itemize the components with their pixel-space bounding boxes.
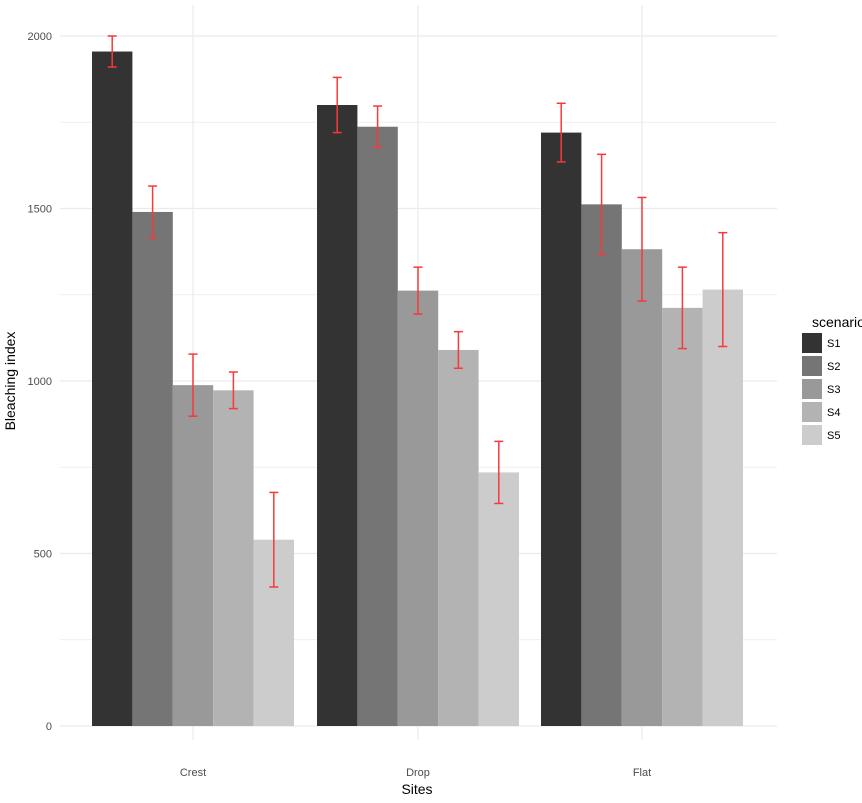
legend-title: scenario	[812, 314, 862, 330]
legend-item-s5: S5	[802, 425, 840, 445]
error-bar-drop-s3	[413, 266, 423, 315]
error-bar-crest-s2	[148, 185, 158, 239]
legend-item-s3: S3	[802, 379, 840, 399]
bars	[92, 51, 743, 727]
legend-item-s2: S2	[802, 356, 840, 376]
legend-label: S3	[827, 384, 840, 396]
bar-flat-s3	[621, 249, 663, 726]
bar-flat-s1	[541, 132, 582, 727]
error-bar-flat-s4	[677, 266, 687, 350]
error-bar-flat-s3	[637, 196, 647, 302]
error-bars	[107, 35, 728, 588]
error-bar-crest-s5	[269, 491, 279, 588]
legend-swatch	[802, 379, 822, 399]
legend-swatch	[802, 333, 822, 353]
bar-drop-s4	[438, 349, 479, 726]
legend-label: S1	[827, 338, 840, 350]
error-bar-crest-s1	[107, 35, 117, 68]
y-axis-title: Bleaching index	[2, 332, 18, 431]
bar-flat-s5	[702, 289, 743, 726]
legend: scenario S1 S2 S3 S4 S5	[802, 314, 862, 445]
bar-drop-s3	[397, 290, 439, 726]
bar-drop-s1	[317, 105, 358, 726]
x-tick-label-drop: Drop	[406, 767, 430, 779]
y-tick-label: 500	[34, 549, 52, 561]
x-tick-label-flat: Flat	[633, 767, 651, 779]
error-bar-drop-s5	[494, 440, 504, 505]
bar-crest-s3	[172, 385, 214, 726]
legend-swatch	[802, 402, 822, 422]
y-tick-label: 1000	[28, 376, 52, 388]
x-axis-ticks: Crest Drop Flat	[180, 767, 651, 779]
error-bar-flat-s5	[718, 231, 728, 348]
legend-label: S2	[827, 361, 840, 373]
error-bar-flat-s2	[597, 153, 607, 256]
legend-item-s4: S4	[802, 402, 840, 422]
x-axis-title: Sites	[401, 781, 432, 797]
bar-crest-s4	[213, 390, 254, 726]
legend-label: S4	[827, 407, 840, 419]
bar-drop-s5	[478, 472, 519, 726]
bar-crest-s1	[92, 51, 133, 726]
legend-label: S5	[827, 430, 840, 442]
error-bar-drop-s2	[373, 105, 383, 149]
bar-drop-s2	[357, 126, 398, 727]
y-tick-label: 2000	[28, 31, 52, 43]
bar-flat-s2	[581, 204, 622, 727]
error-bar-drop-s4	[453, 330, 463, 369]
error-bar-crest-s3	[188, 353, 198, 417]
error-bar-drop-s1	[332, 76, 342, 134]
bar-flat-s4	[662, 307, 703, 726]
legend-item-s1: S1	[802, 333, 840, 353]
error-bar-crest-s4	[228, 371, 238, 410]
y-tick-label: 1500	[28, 204, 52, 216]
y-axis-ticks: 0 500 1000 1500 2000	[28, 31, 52, 733]
error-bar-flat-s1	[556, 102, 566, 163]
y-tick-label: 0	[46, 721, 52, 733]
x-tick-label-crest: Crest	[180, 767, 206, 779]
legend-swatch	[802, 356, 822, 376]
bar-crest-s2	[132, 211, 173, 726]
legend-swatch	[802, 425, 822, 445]
